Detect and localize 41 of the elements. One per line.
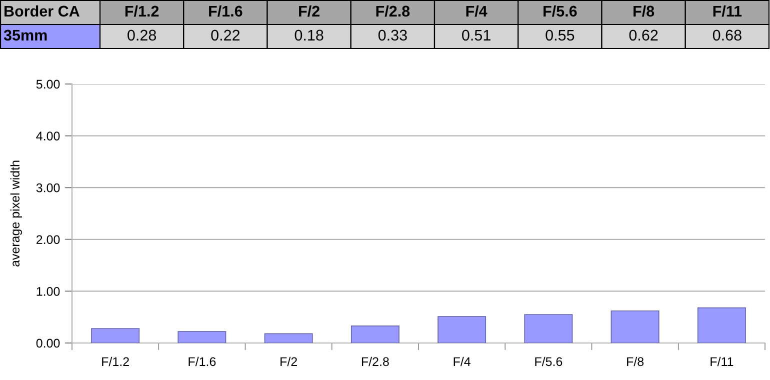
x-tick-label: F/2 [280, 356, 297, 366]
data-label: 0.55 [546, 30, 574, 41]
bar [91, 328, 140, 343]
chart-title: Border CA [4, 5, 80, 17]
y-axis-title: average pixel width [10, 160, 22, 266]
x-tick-label: F/8 [627, 356, 644, 366]
y-tick-label: 2.00 [36, 235, 60, 244]
y-tick-label: 5.00 [36, 80, 60, 89]
data-label: 0.62 [629, 30, 658, 41]
bar [264, 333, 313, 343]
y-tick-label: 1.00 [36, 287, 60, 296]
data-label: 0.68 [712, 30, 742, 41]
data-label: 0.22 [211, 30, 240, 41]
y-tick-label: 4.00 [36, 132, 60, 140]
bar [610, 310, 660, 343]
x-tick-label: F/11 [710, 356, 734, 366]
bar [350, 325, 400, 343]
y-tick-label: 3.00 [36, 183, 60, 192]
category-label: F/2.8 [376, 5, 410, 17]
data-label: 0.28 [128, 30, 156, 41]
x-tick-label: F/1.2 [102, 356, 129, 366]
bar [178, 331, 226, 343]
category-label: F/11 [713, 5, 742, 17]
text: 35mm [4, 30, 47, 41]
bar [438, 316, 486, 343]
category-label: F/1.6 [209, 5, 242, 17]
category-label: F/2 [299, 5, 320, 17]
bar [524, 314, 573, 343]
category-label: F/1.2 [125, 5, 159, 17]
bar [697, 307, 746, 343]
data-label: 0.51 [462, 30, 490, 41]
x-tick-label: F/4 [454, 356, 470, 366]
x-tick-label: F/5.6 [535, 356, 562, 366]
category-label: F/4 [466, 5, 488, 17]
x-tick-label: F/1.6 [188, 356, 216, 366]
category-label: F/8 [634, 5, 654, 17]
data-label: 0.33 [378, 30, 407, 41]
data-label: 0.18 [294, 30, 324, 41]
x-tick-label: F/2.8 [362, 356, 389, 366]
category-label: F/5.6 [544, 5, 577, 17]
y-tick-label: 0.00 [36, 338, 60, 348]
